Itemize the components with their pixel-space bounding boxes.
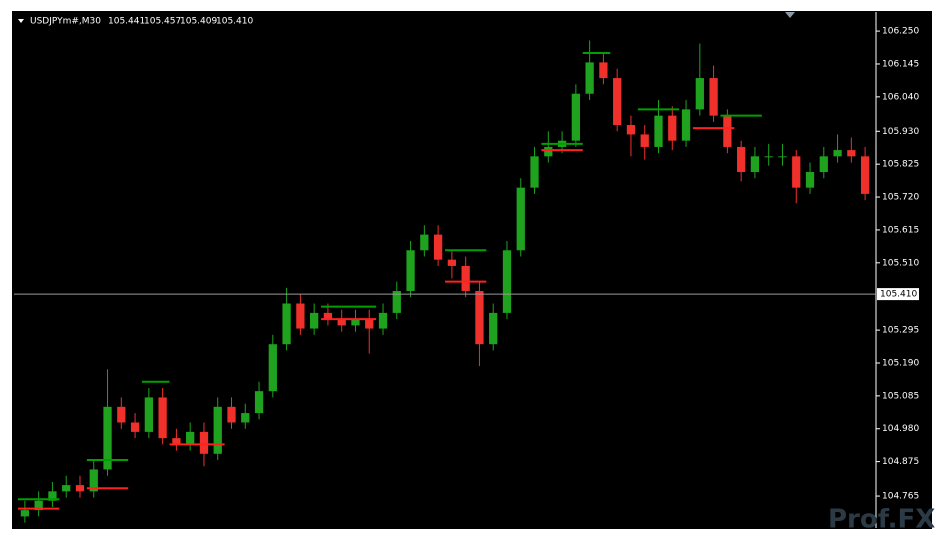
candle-body bbox=[585, 62, 594, 94]
candle-body bbox=[640, 134, 649, 147]
y-tick-label: 106.145 bbox=[882, 59, 919, 69]
candle-body bbox=[709, 78, 718, 116]
candle-body bbox=[571, 93, 580, 141]
low-price: 105.409 bbox=[180, 17, 217, 27]
price-label-box bbox=[877, 288, 919, 301]
candle-body bbox=[613, 78, 622, 126]
menu-arrow[interactable] bbox=[18, 19, 24, 23]
candle-body bbox=[268, 344, 277, 392]
candle-body bbox=[695, 78, 704, 110]
candle-body bbox=[778, 156, 787, 158]
candle-body bbox=[847, 150, 856, 157]
symbol: USDJPYm#,M30 bbox=[30, 17, 101, 27]
candle-body bbox=[213, 406, 222, 454]
y-tick-label: 105.510 bbox=[882, 258, 919, 268]
candle-body bbox=[103, 406, 112, 470]
candle-body bbox=[737, 146, 746, 172]
candle-body bbox=[833, 150, 842, 157]
candle-body bbox=[323, 312, 333, 320]
open-price: 105.441 bbox=[108, 17, 145, 27]
candle-body bbox=[20, 510, 30, 517]
candle-body bbox=[447, 259, 457, 266]
candle-body bbox=[378, 312, 388, 329]
shift-marker bbox=[785, 12, 795, 18]
candle-body bbox=[48, 491, 57, 501]
watermark: Prof.FX bbox=[828, 505, 935, 535]
candle-body bbox=[860, 156, 870, 194]
candle-body bbox=[199, 431, 209, 454]
candle-body bbox=[750, 156, 760, 172]
candle-body bbox=[186, 431, 195, 445]
price-label: 105.410 bbox=[880, 290, 917, 300]
candle-body bbox=[365, 319, 374, 329]
y-tick-label: 105.720 bbox=[882, 193, 919, 203]
candle-body bbox=[337, 319, 346, 326]
candle-body bbox=[723, 115, 732, 147]
candle-body bbox=[117, 406, 126, 423]
candle-body bbox=[819, 156, 828, 172]
candle-body bbox=[654, 115, 663, 147]
candle-body bbox=[144, 397, 153, 432]
candle-body bbox=[310, 312, 319, 329]
candle-body bbox=[406, 250, 415, 291]
candle-body bbox=[805, 171, 815, 188]
y-tick-label: 104.980 bbox=[882, 424, 919, 434]
y-tick-label: 105.190 bbox=[882, 358, 919, 368]
y-tick-label: 105.930 bbox=[882, 127, 919, 137]
plot-background bbox=[12, 11, 932, 529]
candle-body bbox=[516, 187, 525, 251]
y-tick-label: 105.295 bbox=[882, 326, 919, 336]
y-tick-label: 104.765 bbox=[882, 492, 919, 502]
candle-body bbox=[475, 290, 484, 345]
candle-body bbox=[599, 62, 608, 79]
candle-body bbox=[681, 109, 691, 141]
y-tick-label: 104.875 bbox=[882, 457, 919, 467]
candle-body bbox=[420, 234, 429, 251]
candle-body bbox=[34, 500, 43, 511]
y-tick-label: 106.250 bbox=[882, 27, 919, 37]
y-tick-label: 105.825 bbox=[882, 160, 919, 170]
candle-body bbox=[433, 234, 443, 260]
candle-body bbox=[668, 115, 677, 141]
candle-body bbox=[89, 469, 98, 492]
candle-body bbox=[75, 485, 85, 492]
candle-body bbox=[282, 303, 291, 345]
candle-body bbox=[530, 156, 539, 188]
candle-body bbox=[792, 156, 801, 188]
candle-body bbox=[544, 146, 553, 157]
candle-body bbox=[158, 397, 167, 439]
candle-body bbox=[461, 265, 470, 291]
candle-body bbox=[172, 438, 181, 445]
header: USDJPYm#,M30 105.441 105.457 105.409 105… bbox=[30, 17, 253, 27]
candle-body bbox=[241, 413, 250, 423]
high-price: 105.457 bbox=[144, 17, 181, 27]
y-tick-label: 106.040 bbox=[882, 92, 919, 102]
y-tick-label: 105.085 bbox=[882, 391, 919, 401]
candle-body bbox=[626, 125, 636, 135]
candle-body bbox=[254, 391, 264, 414]
candle-body bbox=[62, 485, 71, 492]
candle-body bbox=[130, 422, 140, 432]
y-tick-label: 105.615 bbox=[882, 225, 919, 235]
candle-body bbox=[351, 319, 360, 326]
candle-body bbox=[227, 406, 236, 423]
candle-body bbox=[392, 290, 401, 313]
candle-body bbox=[296, 303, 305, 329]
close-price: 105.410 bbox=[216, 17, 253, 27]
candle-body bbox=[489, 312, 498, 345]
candle-body bbox=[764, 156, 773, 158]
candle-body bbox=[502, 250, 512, 313]
